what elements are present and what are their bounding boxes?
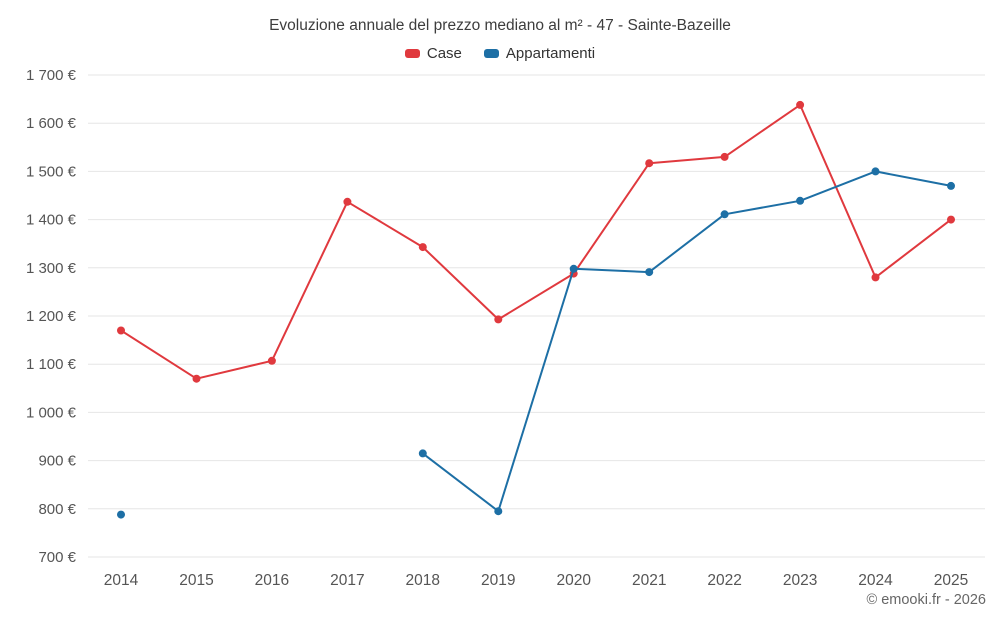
series-line-appartamenti (421, 170, 952, 513)
y-axis-tick-label: 900 € (38, 453, 76, 470)
x-axis-tick-label: 2022 (707, 572, 741, 589)
x-axis-tick-label: 2023 (783, 572, 817, 589)
legend-label: Appartamenti (505, 45, 596, 62)
data-point-case (645, 159, 654, 168)
y-axis-tick-label: 1 700 € (26, 67, 77, 84)
legend-label: Case (426, 45, 462, 62)
data-point-case (192, 374, 201, 383)
data-point-case (494, 315, 503, 324)
data-point-appartamenti (796, 196, 805, 205)
data-point-appartamenti (871, 167, 880, 176)
x-axis-tick-label: 2016 (255, 572, 289, 589)
data-point-appartamenti (418, 449, 427, 458)
data-point-case (871, 273, 880, 282)
legend-swatch-icon (483, 49, 499, 58)
data-point-case (267, 356, 276, 365)
y-axis-tick-label: 1 500 € (26, 163, 77, 180)
series-line-case (120, 103, 952, 380)
y-axis-tick-label: 700 € (38, 549, 76, 566)
x-axis-tick-label: 2020 (556, 572, 591, 589)
y-axis-tick-label: 1 300 € (26, 260, 77, 277)
x-axis-tick-label: 2024 (858, 572, 893, 589)
y-axis-tick-label: 1 400 € (26, 212, 77, 229)
data-point-case (720, 152, 729, 161)
x-axis-tick-label: 2014 (104, 572, 139, 589)
data-point-case (947, 215, 955, 224)
x-axis-tick-label: 2021 (632, 572, 666, 589)
x-axis-tick-label: 2025 (934, 572, 968, 589)
y-axis-tick-label: 1 100 € (26, 356, 77, 373)
chart-legend: Case Appartamenti (0, 45, 1000, 62)
data-point-appartamenti (947, 181, 955, 190)
data-point-case (117, 326, 125, 335)
y-axis-tick-label: 1 000 € (26, 404, 77, 421)
data-point-appartamenti (117, 510, 125, 519)
data-point-appartamenti (720, 210, 729, 219)
legend-item-appartamenti[interactable]: Appartamenti (483, 45, 596, 62)
x-axis-tick-label: 2015 (179, 572, 213, 589)
data-point-appartamenti (569, 264, 578, 273)
data-point-appartamenti (645, 268, 654, 277)
chart-title: Evoluzione annuale del prezzo mediano al… (269, 17, 731, 34)
copyright-note: © emooki.fr - 2026 (866, 592, 986, 608)
legend-swatch-icon (404, 49, 420, 58)
y-axis-tick-label: 1 200 € (26, 308, 77, 325)
data-point-appartamenti (494, 507, 503, 516)
y-axis-tick-label: 800 € (38, 501, 76, 518)
y-axis-tick-label: 1 600 € (26, 115, 77, 132)
legend-item-case[interactable]: Case (404, 45, 462, 62)
x-axis-tick-label: 2018 (406, 572, 440, 589)
data-point-case (418, 243, 427, 252)
data-point-case (343, 197, 352, 206)
data-point-case (796, 100, 805, 109)
x-axis-tick-label: 2019 (481, 572, 515, 589)
x-axis-tick-label: 2017 (330, 572, 364, 589)
